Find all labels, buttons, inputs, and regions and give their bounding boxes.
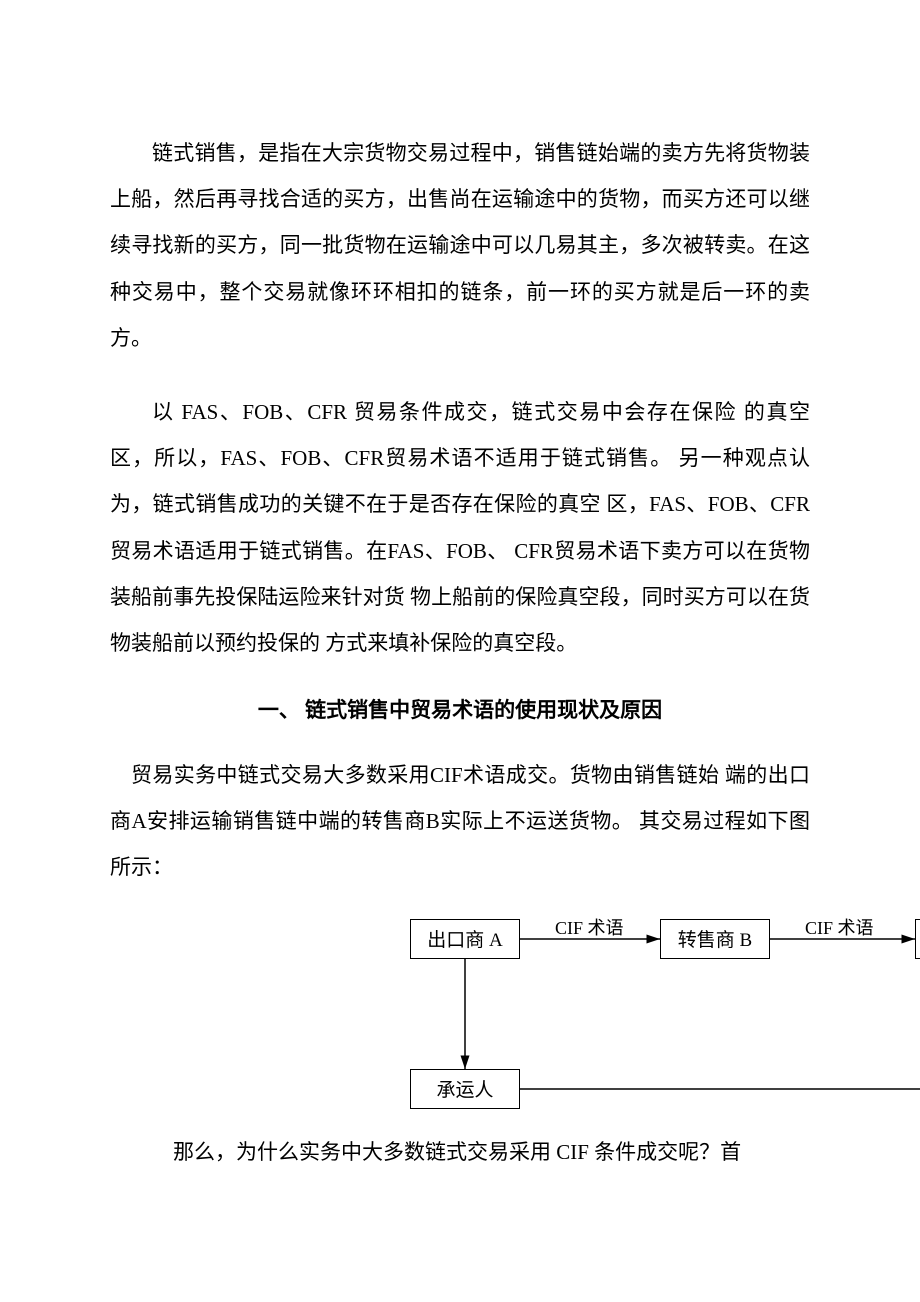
paragraph-1: 链式销售，是指在大宗货物交易过程中，销售链始端的卖方先将货物装上船，然后再寻找合…	[110, 130, 810, 361]
node-exporter-a: 出口商 A	[410, 919, 520, 959]
node-label: 出口商 A	[427, 925, 502, 952]
paragraph-2: 以 FAS、FOB、CFR 贸易条件成交，链式交易中会存在保险 的真空区，所以，…	[110, 389, 810, 666]
node-carrier: 承运人	[410, 1069, 520, 1109]
paragraph-3: 贸易实务中链式交易大多数采用CIF术语成交。货物由销售链始 端的出口商A安排运输…	[110, 752, 810, 891]
node-reseller-b: 转售商 B	[660, 919, 770, 959]
closing-line: 那么，为什么实务中大多数链式交易采用 CIF 条件成交呢？首	[110, 1129, 810, 1175]
edge-label-b-c: CIF 术语	[805, 914, 874, 940]
node-label: 承运人	[436, 1075, 493, 1102]
section-title: 一、 链式销售中贸易术语的使用现状及原因	[110, 694, 810, 724]
node-label: 转售商 B	[678, 925, 752, 952]
flowchart-edges	[290, 919, 920, 1119]
flowchart-diagram: 出口商 A 转售商 B 进口商 C 承运人 CIF 术语 CIF 术语	[290, 919, 920, 1119]
edge-label-a-b: CIF 术语	[555, 914, 624, 940]
node-importer-c: 进口商 C	[915, 919, 920, 959]
